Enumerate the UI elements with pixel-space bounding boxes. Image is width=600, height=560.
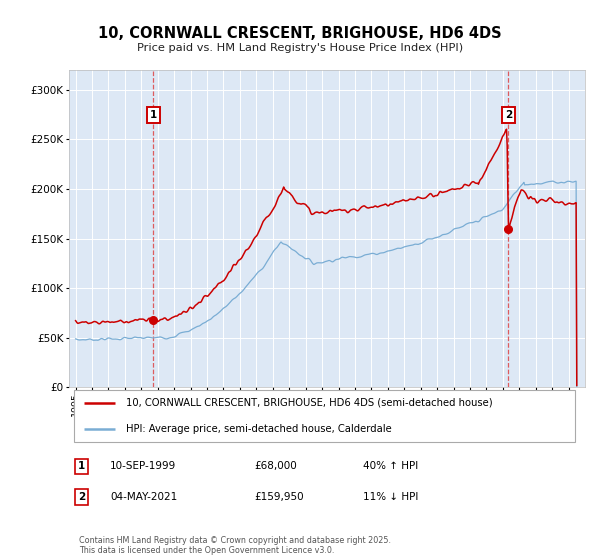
Text: 04-MAY-2021: 04-MAY-2021 [110,492,178,502]
Text: 2: 2 [505,110,512,120]
Text: £68,000: £68,000 [255,461,298,472]
Text: 11% ↓ HPI: 11% ↓ HPI [363,492,418,502]
Text: 10-SEP-1999: 10-SEP-1999 [110,461,176,472]
Text: 10, CORNWALL CRESCENT, BRIGHOUSE, HD6 4DS (semi-detached house): 10, CORNWALL CRESCENT, BRIGHOUSE, HD6 4D… [126,398,493,408]
Text: 2: 2 [78,492,86,502]
Text: Contains HM Land Registry data © Crown copyright and database right 2025.
This d: Contains HM Land Registry data © Crown c… [79,536,391,555]
Text: 40% ↑ HPI: 40% ↑ HPI [363,461,418,472]
Text: Price paid vs. HM Land Registry's House Price Index (HPI): Price paid vs. HM Land Registry's House … [137,43,463,53]
Text: 1: 1 [78,461,86,472]
Text: HPI: Average price, semi-detached house, Calderdale: HPI: Average price, semi-detached house,… [126,424,392,433]
Text: 1: 1 [149,110,157,120]
Text: 10, CORNWALL CRESCENT, BRIGHOUSE, HD6 4DS: 10, CORNWALL CRESCENT, BRIGHOUSE, HD6 4D… [98,26,502,41]
Text: £159,950: £159,950 [255,492,304,502]
FancyBboxPatch shape [74,390,575,442]
